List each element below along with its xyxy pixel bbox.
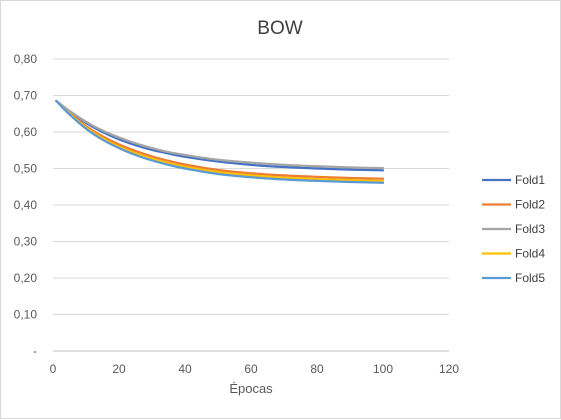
x-tick-label: 40 <box>178 362 192 376</box>
x-tick-label: 0 <box>50 362 57 376</box>
chart-title: BOW <box>257 18 302 39</box>
x-tick-label: 20 <box>112 362 126 376</box>
legend-label-fold2: Fold2 <box>515 198 545 212</box>
y-tick-label: 0,10 <box>14 308 38 322</box>
y-tick-label: 0,70 <box>14 89 38 103</box>
series-line-fold3 <box>55 99 385 170</box>
legend-label-fold5: Fold5 <box>515 271 545 285</box>
y-tick-label: - <box>33 344 37 358</box>
series-line-fold5 <box>55 99 385 184</box>
y-tick-label: 0,60 <box>14 125 38 139</box>
legend-label-fold1: Fold1 <box>515 173 545 187</box>
series-line-fold2 <box>55 99 385 180</box>
y-tick-label: 0,30 <box>14 235 38 249</box>
x-tick-label: 120 <box>439 362 459 376</box>
x-tick-label: 80 <box>310 362 324 376</box>
y-tick-label: 0,80 <box>14 52 38 66</box>
y-tick-label: 0,50 <box>14 162 38 176</box>
legend-label-fold3: Fold3 <box>515 222 545 236</box>
x-tick-label: 60 <box>244 362 258 376</box>
y-tick-label: 0,40 <box>14 198 38 212</box>
x-tick-label: 100 <box>373 362 393 376</box>
grid-layer <box>53 58 449 352</box>
y-tick-label: 0,20 <box>14 271 38 285</box>
series-layer <box>55 99 385 184</box>
legend-label-fold4: Fold4 <box>515 247 545 261</box>
x-axis-title: Épocas <box>229 381 273 396</box>
y-axis: - 0,10 0,20 0,30 0,40 0,50 0,60 0,70 0,80 <box>14 52 38 358</box>
legend: Fold1 Fold2 Fold3 Fold4 Fold5 <box>482 173 545 285</box>
x-axis: 0 20 40 60 80 100 120 <box>50 362 460 376</box>
